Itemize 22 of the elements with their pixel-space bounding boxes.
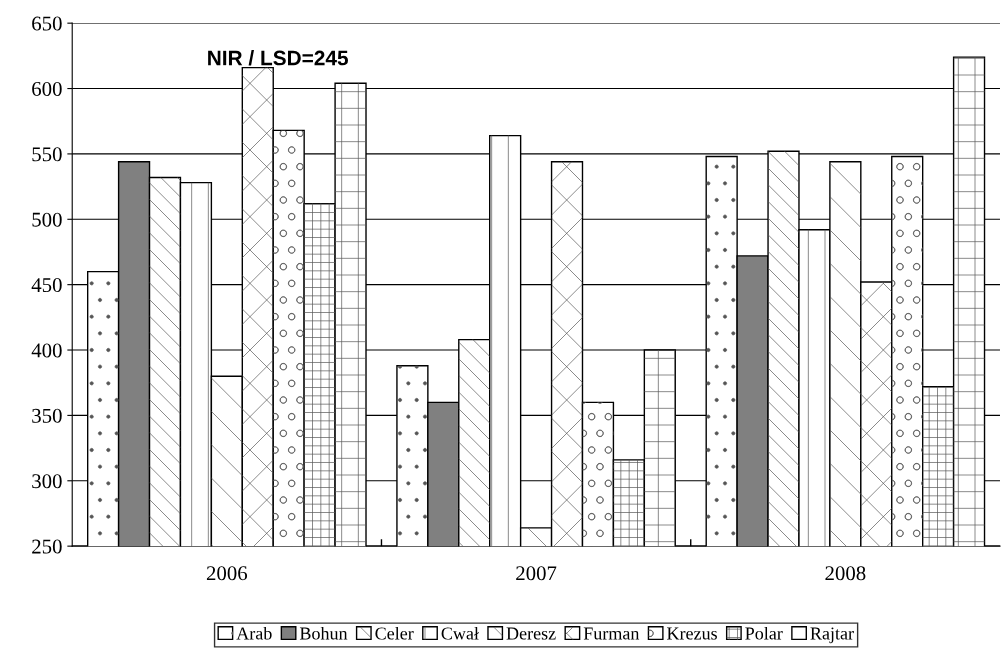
- y-tick-label: 250: [32, 539, 62, 554]
- legend-label: Krezus: [667, 627, 717, 640]
- annotation: NIR / LSD=245: [208, 50, 348, 66]
- x-tick-label: 2006: [206, 566, 248, 581]
- legend-label: Deresz: [506, 627, 556, 640]
- y-tick-label: 600: [32, 81, 62, 96]
- y-tick-label: 400: [31, 343, 62, 358]
- x-tick-label: 2008: [825, 566, 866, 581]
- legend-label: Polar: [745, 626, 783, 640]
- legend-label: Celer: [375, 626, 414, 640]
- y-tick-label: 300: [32, 474, 62, 489]
- y-tick-label: 500: [32, 212, 62, 227]
- y-tick-label: 650: [32, 16, 62, 31]
- x-tick-label: 2007: [516, 566, 557, 581]
- legend-label: Bohun: [299, 626, 348, 640]
- legend-label: Cwał: [441, 626, 479, 640]
- legend-label: Furman: [583, 627, 640, 640]
- legend-label: Arab: [236, 626, 272, 640]
- legend-label: Rajtar: [810, 627, 854, 644]
- y-tick-label: 450: [31, 278, 62, 293]
- y-tick-label: 550: [32, 147, 62, 162]
- y-tick-label: 350: [32, 408, 62, 423]
